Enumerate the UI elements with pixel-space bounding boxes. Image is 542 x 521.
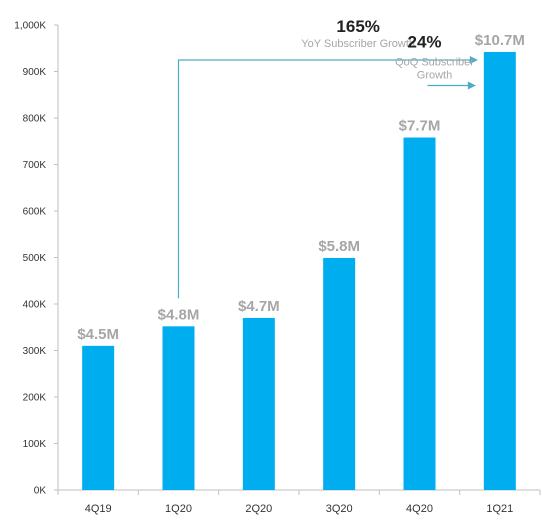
y-axis: 0K 100K 200K 300K 400K 500K 600K 700K 800K 900K 1,… — [14, 21, 59, 497]
bar-data-label: $4.5M — [77, 326, 119, 343]
x-tick-label: 3Q20 — [326, 503, 353, 515]
qoq-growth-value: 24% — [407, 33, 441, 52]
x-axis: 4Q19 1Q20 2Q20 3Q20 4Q20 1Q21 — [57, 489, 541, 515]
x-tick-label: 4Q20 — [406, 503, 433, 515]
bar-data-label: $4.7M — [238, 298, 280, 315]
y-tick-label: 500K — [23, 253, 47, 264]
bars — [82, 51, 516, 490]
bar — [162, 326, 195, 490]
x-tick-label: 1Q20 — [165, 503, 192, 515]
bar — [323, 257, 356, 490]
annotations: 165% YoY Subscriber Growth 24% QoQ Subsc… — [177, 17, 478, 299]
qoq-arrow-head — [467, 81, 476, 90]
y-tick-label: 0K — [34, 486, 47, 497]
bar-data-label: $10.7M — [475, 32, 525, 49]
qoq-growth-label-line1: QoQ Subscriber — [395, 57, 474, 69]
x-tick-label: 1Q21 — [486, 503, 513, 515]
qoq-growth-label-line2: Growth — [417, 70, 452, 82]
y-tick-label: 800K — [23, 114, 47, 125]
data-labels: $4.5M $4.8M $4.7M $5.8M $7.7M $10.7M — [77, 32, 525, 343]
bar-data-label: $5.8M — [318, 238, 360, 255]
yoy-growth-value: 165% — [336, 17, 379, 36]
bar — [403, 137, 436, 490]
yoy-growth-arrow — [177, 59, 472, 299]
y-tick-label: 1,000K — [14, 21, 46, 32]
bar — [242, 317, 275, 490]
y-tick-label: 400K — [23, 300, 47, 311]
x-tick-label: 2Q20 — [245, 503, 272, 515]
y-tick-label: 100K — [23, 439, 47, 450]
y-tick-label: 900K — [23, 67, 47, 78]
yoy-growth-label: YoY Subscriber Growth — [301, 38, 415, 50]
y-tick-label: 200K — [23, 393, 47, 404]
bar-data-label: $7.7M — [399, 118, 441, 135]
y-tick-label: 600K — [23, 207, 47, 218]
x-tick-label: 4Q19 — [85, 503, 112, 515]
bar-data-label: $4.8M — [158, 306, 200, 323]
bar — [483, 51, 516, 490]
yoy-arrow-head — [469, 56, 478, 64]
y-tick-label: 700K — [23, 160, 47, 171]
bar — [82, 345, 115, 490]
y-tick-label: 300K — [23, 346, 47, 357]
